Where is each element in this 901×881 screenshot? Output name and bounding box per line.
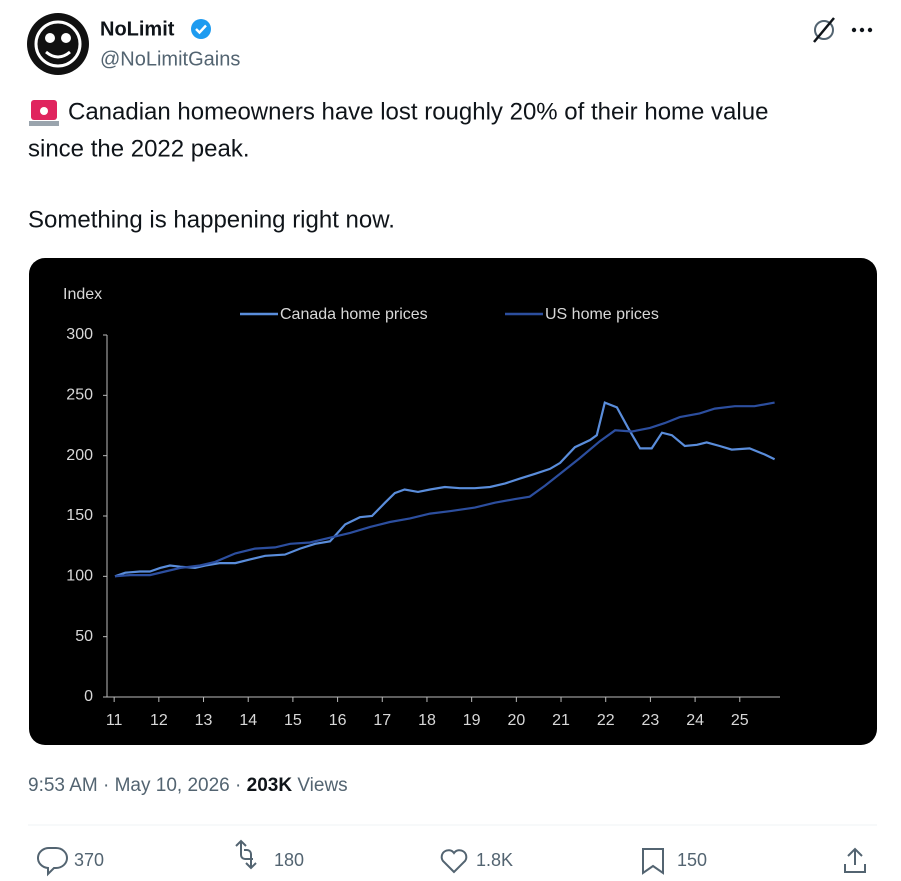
post-text: Something is happening right now. (28, 206, 395, 233)
siren-emoji (29, 100, 59, 126)
like-count: 1.8K (476, 850, 513, 870)
x-tick-label: 21 (552, 712, 570, 729)
y-tick-label: 0 (84, 688, 93, 705)
share-button[interactable] (844, 847, 866, 873)
post-text: since the 2022 peak. (28, 135, 250, 162)
legend-label: Canada home prices (280, 306, 428, 323)
like-button[interactable]: 1.8K (440, 849, 513, 874)
x-tick-label: 14 (239, 712, 257, 729)
x-tick-label: 16 (329, 712, 347, 729)
y-tick-label: 250 (66, 387, 93, 404)
author-handle[interactable]: @NoLimitGains (100, 48, 240, 70)
date[interactable]: May 10, 2026 (115, 775, 230, 796)
x-tick-label: 13 (195, 712, 213, 729)
legend-label: US home prices (545, 306, 659, 323)
grok-icon[interactable] (813, 17, 835, 43)
y-tick-label: 100 (66, 568, 93, 585)
x-tick-label: 22 (597, 712, 615, 729)
series-line (114, 401, 775, 578)
x-tick-label: 17 (373, 712, 391, 729)
y-tick-label: 50 (75, 628, 93, 645)
post-text: Canadian homeowners have lost roughly 20… (68, 98, 768, 125)
avatar[interactable] (27, 13, 89, 75)
series-line (114, 401, 776, 578)
more-icon[interactable] (851, 27, 873, 33)
reply-count: 370 (74, 850, 104, 870)
x-tick-label: 20 (507, 712, 525, 729)
x-tick-label: 19 (463, 712, 481, 729)
chart-background (29, 258, 877, 745)
x-tick-label: 24 (686, 712, 704, 729)
separator: · (235, 775, 241, 796)
bookmark-button[interactable]: 150 (642, 848, 707, 875)
chart: Index 0 50 100 150 200 250 300 11 12 13 14 15 16 17 18… (29, 258, 877, 745)
bookmark-count: 150 (677, 850, 707, 870)
reply-button[interactable]: 370 (36, 846, 104, 877)
verified-badge (191, 19, 211, 39)
x-tick-label: 25 (731, 712, 749, 729)
x-tick-label: 15 (284, 712, 302, 729)
author-name[interactable]: NoLimit (100, 18, 175, 40)
separator: · (103, 775, 109, 796)
y-axis-title: Index (63, 286, 102, 303)
x-tick-label: 18 (418, 712, 436, 729)
views-label: Views (297, 775, 347, 796)
repost-button[interactable]: 180 (235, 839, 304, 870)
repost-count: 180 (274, 850, 304, 870)
time: 9:53 AM (28, 775, 98, 796)
timestamp: 9:53 AM · May 10, 2026 · 203K Views (28, 775, 348, 796)
x-tick-label: 23 (642, 712, 660, 729)
y-tick-label: 200 (66, 447, 93, 464)
y-tick-label: 150 (66, 507, 93, 524)
x-tick-label: 12 (150, 712, 168, 729)
x-tick-label: 11 (106, 712, 123, 729)
view-count: 203K (247, 775, 293, 796)
y-tick-label: 300 (66, 326, 93, 343)
